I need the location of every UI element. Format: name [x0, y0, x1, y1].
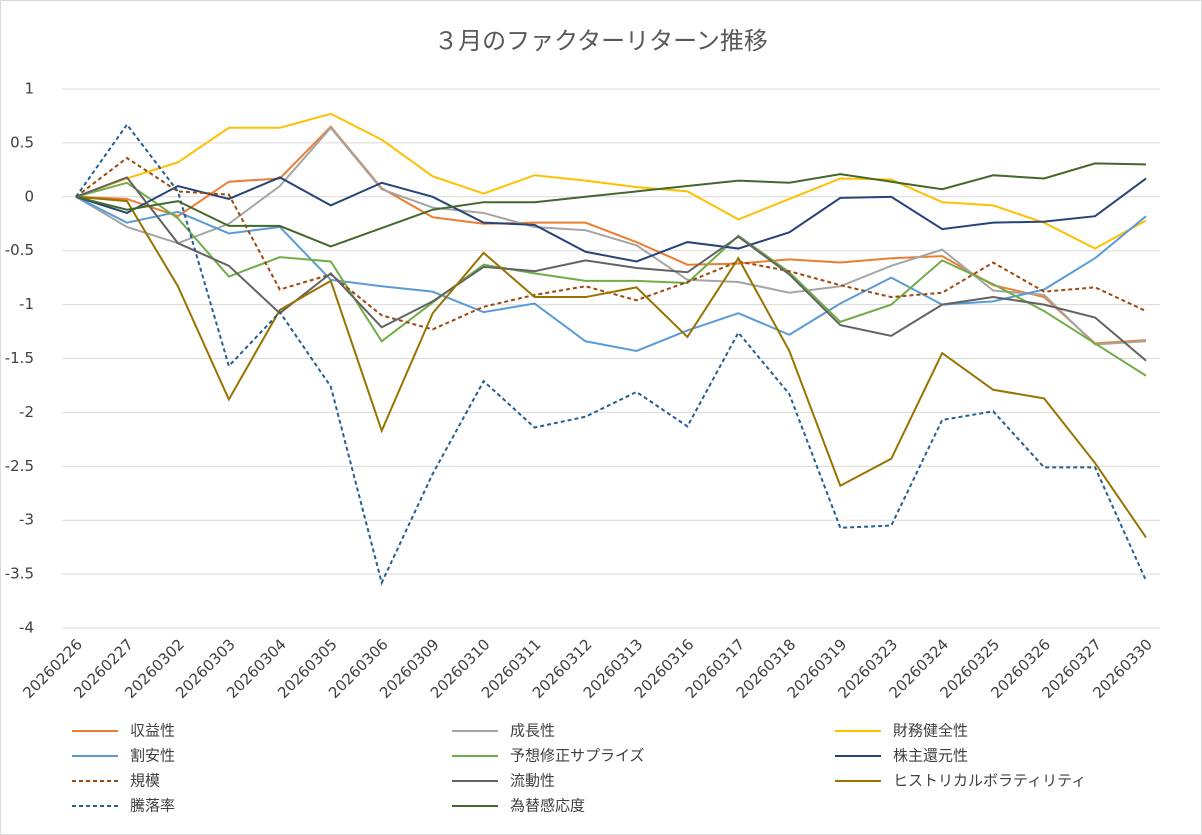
series-line	[75, 181, 1147, 377]
legend-label: 株主還元性	[893, 747, 968, 765]
y-tick-label: -2	[19, 403, 34, 421]
legend-label: 流動性	[510, 772, 555, 790]
series-line	[75, 195, 1147, 539]
y-tick-label: -4	[19, 619, 34, 637]
legend-label: 規模	[130, 772, 160, 790]
y-tick-label: -1	[19, 295, 34, 313]
series-line	[75, 112, 1147, 250]
series-line	[75, 162, 1147, 248]
legend-label: 割安性	[130, 747, 175, 765]
legend-label: 財務健全性	[893, 722, 968, 740]
legend-label: 騰落率	[130, 797, 175, 815]
y-tick-label: -1.5	[5, 349, 34, 367]
series-line	[75, 122, 1147, 586]
chart-title: ３月のファクターリターン推移	[434, 27, 768, 55]
y-tick-label: 0	[24, 187, 34, 205]
legend-label: ヒストリカルボラティリティ	[893, 772, 1086, 790]
series-line	[75, 176, 1147, 362]
y-tick-label: -0.5	[5, 241, 34, 259]
y-tick-label: -2.5	[5, 457, 34, 475]
legend-label: 為替感応度	[510, 797, 585, 815]
series-line	[75, 126, 1147, 346]
y-tick-label: 0.5	[10, 133, 34, 151]
series-line	[75, 176, 1147, 263]
series-line	[75, 195, 1147, 352]
y-tick-label: -3	[19, 511, 34, 529]
legend-label: 成長性	[510, 722, 555, 740]
legend-label: 収益性	[130, 722, 175, 740]
y-tick-label: -3.5	[5, 565, 34, 583]
y-tick-label: 1	[24, 80, 34, 98]
legend-label: 予想修正サプライズ	[510, 747, 645, 765]
